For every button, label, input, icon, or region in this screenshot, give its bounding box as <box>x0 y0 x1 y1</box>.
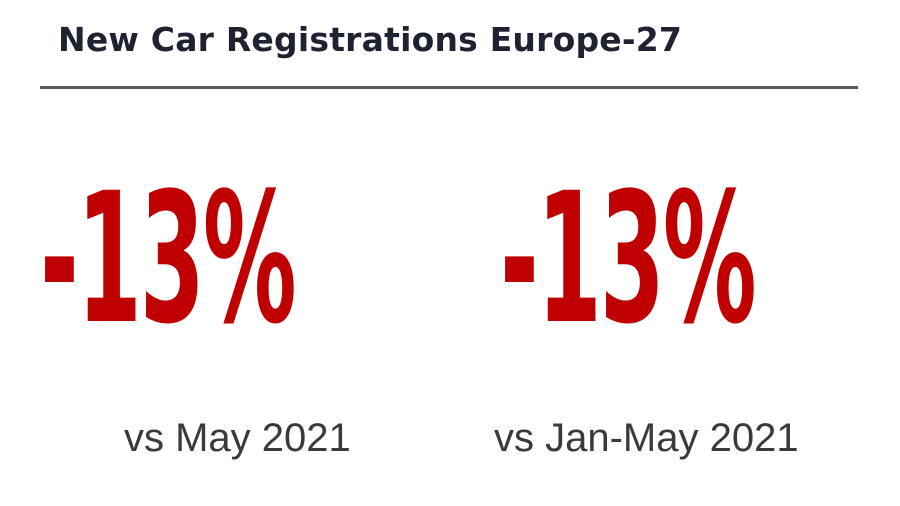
page-title: New Car Registrations Europe-27 <box>58 20 683 59</box>
stat-card-may: -13% <box>40 130 420 390</box>
stat-value-may: -13% <box>40 155 297 364</box>
stat-caption-may: vs May 2021 <box>124 416 351 460</box>
title-divider <box>40 86 858 89</box>
stat-card-jan-may: -13% <box>500 130 880 390</box>
stat-caption-jan-may: vs Jan-May 2021 <box>494 416 799 460</box>
stat-value-jan-may: -13% <box>500 155 757 364</box>
